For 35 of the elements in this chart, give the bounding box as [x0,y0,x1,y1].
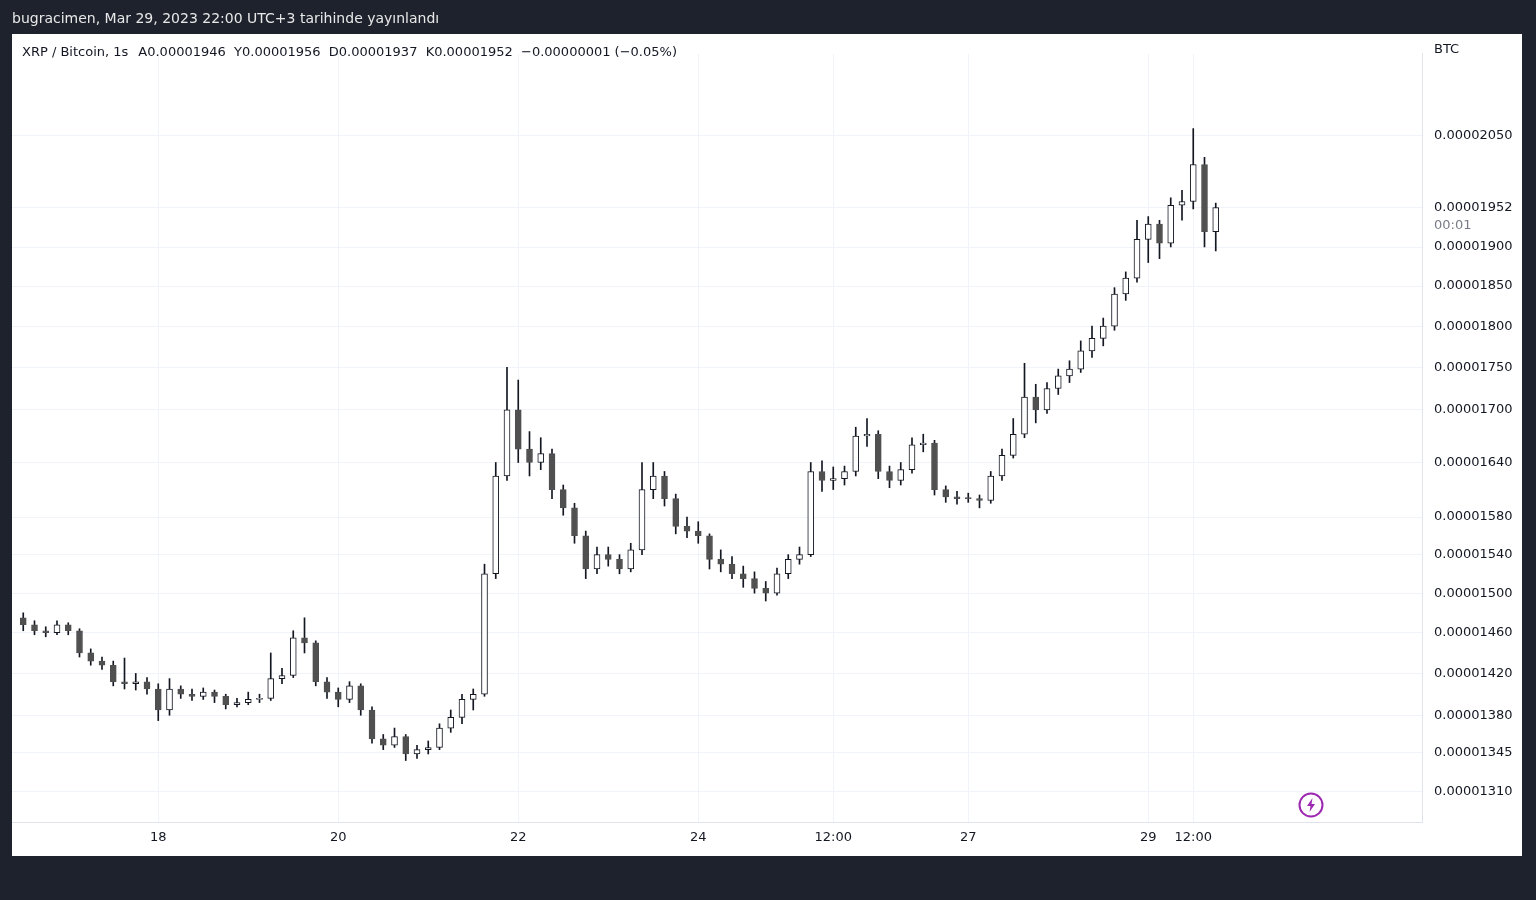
y-tick-label: 0.00001580 [1434,508,1513,524]
x-tick-label: 27 [959,829,977,845]
candlestick [188,688,196,701]
y-tick-label: 0.00001540 [1434,546,1513,562]
candlestick [829,466,837,490]
y-tick-label: 0.00001850 [1434,277,1513,293]
y-tick-label: 0.00001700 [1434,401,1513,417]
y-tick-label: 0.00001640 [1434,453,1513,469]
y-tick-label: 0.00001750 [1434,358,1513,374]
y-tick-label: 0.00001800 [1434,317,1513,333]
x-tick-label: 20 [329,829,347,845]
y-tick-label: 0.00001345 [1434,744,1513,760]
candlestick [953,491,961,505]
x-tick-label: 24 [689,829,707,845]
candlestick [132,673,140,691]
y-tick-label: 0.00001952 [1434,198,1513,214]
candlestick [1178,190,1186,221]
x-tick-label: 22 [509,829,527,845]
x-tick-label: 29 [1139,829,1157,845]
y-tick-label: 0.00002050 [1434,127,1513,143]
y-tick-label: 0.00001900 [1434,238,1513,254]
y-tick-label: 0.00001380 [1434,706,1513,722]
x-tick-label: 18 [149,829,167,845]
text: 00:01 [1434,216,1472,232]
y-tick-label: 0.00001500 [1434,584,1513,600]
x-tick-label: 12:00 [814,829,852,845]
y-tick-label: 0.00001420 [1434,664,1513,680]
candlestick [694,521,702,544]
y-axis-title: BTC [1434,41,1460,57]
y-tick-label: 0.00001460 [1434,624,1513,640]
chart-subtitle: A0.00001946 Y0.00001956 D0.00001937 K0.00001952 −0.00000001 (−0.05%) [138,44,677,60]
x-tick-label: 12:00 [1174,829,1212,845]
y-tick-label: 0.00001310 [1434,782,1513,798]
chart-title: XRP / Bitcoin, 1s [22,44,129,60]
text: bugracimen, Mar 29, 2023 22:00 UTC+3 tarihinde yayınlandı [12,10,440,26]
